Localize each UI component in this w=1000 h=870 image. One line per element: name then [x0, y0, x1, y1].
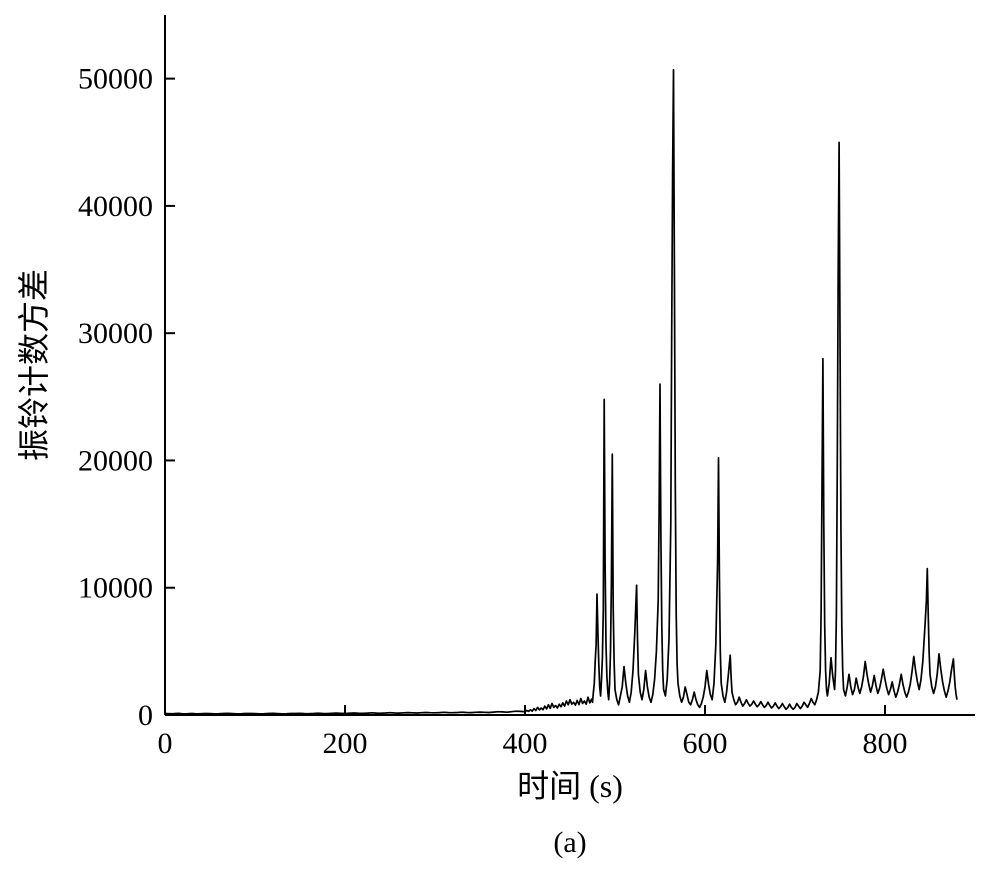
- chart-container: 0 200 400 600 800 0 10000 20000 30000 40000 50000 时…: [0, 0, 1000, 870]
- x-tick-label: 0: [158, 727, 173, 760]
- x-tick-label: 400: [503, 727, 548, 760]
- y-tick-label: 20000: [78, 444, 153, 477]
- x-tick-label: 200: [323, 727, 368, 760]
- variance-time-chart: 0 200 400 600 800 0 10000 20000 30000 40000 50000 时…: [0, 0, 1000, 870]
- y-axis-label: 振铃计数方差: [16, 269, 52, 461]
- x-tick-label: 800: [863, 727, 908, 760]
- y-tick-label: 30000: [78, 317, 153, 350]
- y-tick-label: 0: [138, 699, 153, 732]
- y-tick-label: 10000: [78, 572, 153, 605]
- y-tick-label: 50000: [78, 63, 153, 96]
- x-tick-label: 600: [683, 727, 728, 760]
- subfigure-label: (a): [553, 826, 586, 859]
- y-tick-label: 40000: [78, 190, 153, 223]
- x-axis-label: 时间 (s): [517, 768, 623, 804]
